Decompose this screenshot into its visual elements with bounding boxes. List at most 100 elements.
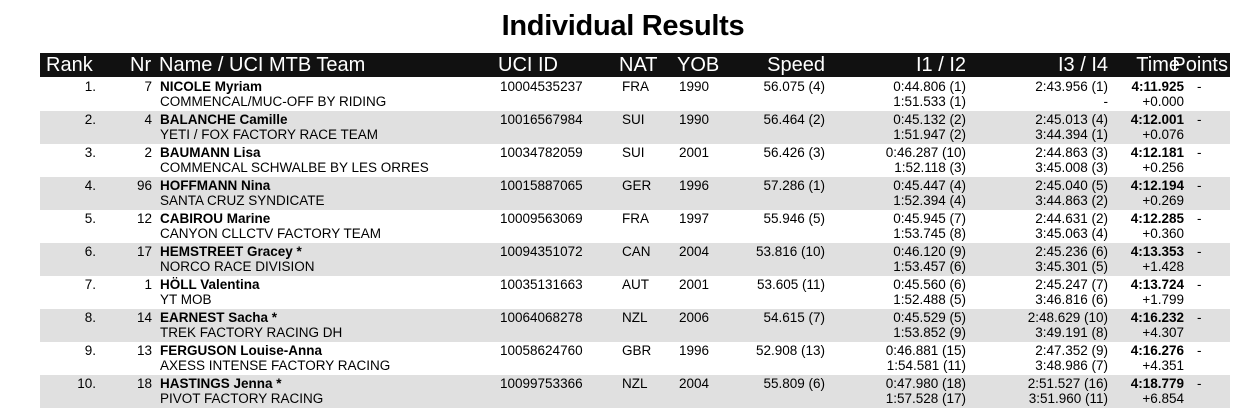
points: - (1197, 244, 1202, 259)
nationality: GBR (622, 343, 652, 358)
finish-time: 4:12.181 (1130, 145, 1184, 160)
speed: 55.809 (6) (763, 376, 825, 391)
split-i4: 3:46.816 (6) (1035, 292, 1108, 307)
split-i4: 3:45.008 (3) (1035, 160, 1108, 175)
time-gap: +1.799 (1142, 292, 1184, 307)
split-i4: 3:45.063 (4) (1035, 226, 1108, 241)
split-i1: 0:46.120 (9) (893, 244, 966, 259)
finish-time: 4:16.276 (1130, 343, 1184, 358)
bib-number: 1 (144, 277, 152, 292)
header-yob: YOB (677, 54, 720, 76)
rider-name: HOFFMANN Nina (160, 178, 271, 193)
split-i1: 0:45.945 (7) (893, 211, 966, 226)
finish-time: 4:16.232 (1130, 310, 1184, 325)
rank: 7. (84, 277, 96, 292)
team-name: NORCO RACE DIVISION (160, 259, 315, 274)
rank: 9. (84, 343, 96, 358)
split-i3: 2:45.247 (7) (1035, 277, 1108, 292)
rider-name: BALANCHE Camille (160, 112, 288, 127)
team-name: AXESS INTENSE FACTORY RACING (160, 358, 391, 373)
header-points: Points (1172, 54, 1228, 76)
uci-id: 10034782059 (500, 145, 583, 160)
year-of-birth: 1996 (679, 178, 710, 193)
rank: 2. (84, 112, 96, 127)
year-of-birth: 2006 (679, 310, 710, 325)
table-row: 4. 96 HOFFMANN Nina SANTA CRUZ SYNDICATE 100… (40, 177, 1230, 210)
header-speed: Speed (767, 54, 825, 76)
time-gap: +0.076 (1142, 127, 1184, 142)
split-i3: 2:45.236 (6) (1035, 244, 1108, 259)
uci-id: 10099753366 (500, 376, 583, 391)
split-i4: 3:44.863 (2) (1035, 193, 1108, 208)
speed: 53.605 (11) (756, 277, 825, 292)
header-name: Name / UCI MTB Team (159, 54, 366, 76)
uci-id: 10009563069 (500, 211, 583, 226)
points: - (1197, 112, 1202, 127)
table-row: 9. 13 FERGUSON Louise-Anna AXESS INTENSE FA… (40, 342, 1230, 375)
nationality: AUT (622, 277, 649, 292)
bib-number: 4 (144, 112, 152, 127)
page-title: Individual Results (501, 10, 745, 42)
points: - (1197, 211, 1202, 226)
team-name: PIVOT FACTORY RACING (160, 391, 324, 406)
uci-id: 10035131663 (500, 277, 583, 292)
rider-name: NICOLE Myriam (160, 79, 263, 94)
time-gap: +1.428 (1142, 259, 1184, 274)
team-name: YT MOB (160, 292, 212, 307)
split-i2: 1:57.528 (17) (885, 391, 966, 406)
team-name: YETI / FOX FACTORY RACE TEAM (160, 127, 379, 142)
rank: 5. (84, 211, 96, 226)
finish-time: 4:13.724 (1130, 277, 1184, 292)
table-row: 3. 2 BAUMANN Lisa COMMENCAL SCHWALBE BY LES… (40, 144, 1230, 177)
finish-time: 4:13.353 (1130, 244, 1184, 259)
header-nr: Nr (130, 54, 152, 76)
speed: 56.075 (4) (763, 79, 825, 94)
table-row: 10. 18 HASTINGS Jenna * PIVOT FACTORY RACIN… (40, 375, 1230, 408)
header-nat: NAT (619, 54, 658, 76)
split-i4: - (1103, 94, 1109, 109)
split-i3: 2:44.631 (2) (1035, 211, 1108, 226)
split-i3: 2:45.040 (5) (1035, 178, 1108, 193)
table-row: 8. 14 EARNEST Sacha * TREK FACTORY RACING D… (40, 309, 1230, 342)
points: - (1197, 178, 1202, 193)
year-of-birth: 1997 (679, 211, 710, 226)
bib-number: 17 (136, 244, 152, 259)
rank: 1. (84, 79, 96, 94)
split-i2: 1:53.852 (9) (893, 325, 966, 340)
time-gap: +0.360 (1142, 226, 1184, 241)
table-row: 1. 7 NICOLE Myriam COMMENCAL/MUC-OFF BY RID… (40, 78, 1230, 111)
finish-time: 4:12.001 (1130, 112, 1184, 127)
finish-time: 4:12.194 (1130, 178, 1184, 193)
split-i3: 2:45.013 (4) (1035, 112, 1108, 127)
team-name: TREK FACTORY RACING DH (160, 325, 343, 340)
split-i2: 1:51.533 (1) (893, 94, 966, 109)
nationality: NZL (622, 376, 648, 391)
split-i2: 1:52.394 (4) (893, 193, 966, 208)
speed: 54.615 (7) (763, 310, 825, 325)
split-i1: 0:47.980 (18) (885, 376, 966, 391)
rank: 8. (84, 310, 96, 325)
year-of-birth: 2001 (679, 145, 710, 160)
team-name: SANTA CRUZ SYNDICATE (160, 193, 325, 208)
rider-name: FERGUSON Louise-Anna (160, 343, 323, 358)
header-time: Time (1136, 54, 1180, 76)
split-i4: 3:45.301 (5) (1035, 259, 1108, 274)
year-of-birth: 1990 (679, 112, 710, 127)
split-i1: 0:45.529 (5) (893, 310, 966, 325)
split-i4: 3:49.191 (8) (1035, 325, 1108, 340)
bib-number: 7 (144, 79, 152, 94)
year-of-birth: 2001 (679, 277, 710, 292)
split-i4: 3:48.986 (7) (1035, 358, 1108, 373)
rank: 10. (77, 376, 96, 391)
speed: 57.286 (1) (763, 178, 825, 193)
table-row: 6. 17 HEMSTREET Gracey * NORCO RACE DIVISIO… (40, 243, 1230, 276)
rider-name: HASTINGS Jenna * (160, 376, 282, 391)
uci-id: 10058624760 (500, 343, 583, 358)
nationality: NZL (622, 310, 648, 325)
nationality: CAN (622, 244, 651, 259)
points: - (1197, 376, 1202, 391)
split-i2: 1:53.457 (6) (893, 259, 966, 274)
split-i1: 0:45.560 (6) (893, 277, 966, 292)
time-gap: +0.000 (1142, 94, 1184, 109)
rank: 6. (84, 244, 96, 259)
